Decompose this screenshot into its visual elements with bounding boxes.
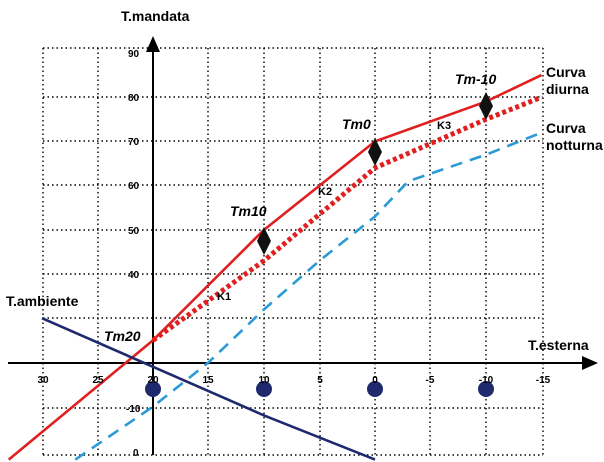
- diamond-marker: [479, 92, 493, 120]
- ambient-axis-title: T.ambiente: [6, 293, 79, 309]
- marks-group: [145, 92, 494, 397]
- y-tick-label: 70: [128, 137, 140, 148]
- x-tick-label: 25: [92, 375, 104, 386]
- x-tick-label: 10: [258, 375, 270, 386]
- axis-marker: [478, 381, 494, 397]
- x-tick-label: 15: [202, 375, 214, 386]
- x-tick-label: 20: [147, 375, 159, 386]
- x-tick-label: -15: [536, 375, 551, 386]
- series-line-1: [151, 94, 543, 343]
- axis-marker: [256, 381, 272, 397]
- y-tick-label: 40: [128, 270, 140, 281]
- x-tick-label: -5: [426, 375, 435, 386]
- series-line-0: [7, 73, 543, 461]
- series-label-notturna-1: Curva: [546, 120, 586, 136]
- diamond-marker: [257, 227, 271, 255]
- y-axis-title: T.mandata: [121, 8, 190, 24]
- x-tick-label: -10: [479, 375, 494, 386]
- series-line-3: [41, 317, 376, 461]
- slope-label: K1: [217, 291, 231, 303]
- y-tick-label: 60: [128, 181, 140, 192]
- point-label: Tm20: [104, 328, 141, 344]
- x-tick-label: 30: [37, 375, 49, 386]
- axis-marker: [145, 381, 161, 397]
- y-axis-arrow: [146, 36, 160, 52]
- point-label: Tm0: [342, 116, 371, 132]
- y-tick-label: 50: [128, 226, 140, 237]
- point-label: Tm-10: [455, 71, 496, 87]
- slope-label: K2: [318, 186, 332, 198]
- point-label: Tm10: [230, 203, 267, 219]
- x-tick-label: 5: [317, 375, 323, 386]
- axes: [8, 36, 598, 455]
- y-tick-label: 80: [128, 93, 140, 104]
- series-label-diurna-2: diurna: [546, 81, 589, 97]
- labels-group: T.mandataT.esternaT.ambiente908070605040…: [6, 8, 603, 459]
- series-group: [7, 73, 543, 461]
- x-axis-arrow: [582, 356, 598, 370]
- axis-marker: [367, 381, 383, 397]
- x-tick-label: 0: [372, 375, 378, 386]
- y-tick-label: -10: [126, 404, 141, 415]
- diamond-marker: [368, 138, 382, 166]
- series-label-notturna-2: notturna: [546, 137, 603, 153]
- series-label-diurna-1: Curva: [546, 64, 586, 80]
- series-line-2: [74, 131, 542, 461]
- x-axis-title: T.esterna: [528, 337, 589, 353]
- y-tick-label: 90: [128, 49, 140, 60]
- slope-label: K3: [437, 120, 451, 132]
- y-tick-label: 0: [133, 448, 139, 459]
